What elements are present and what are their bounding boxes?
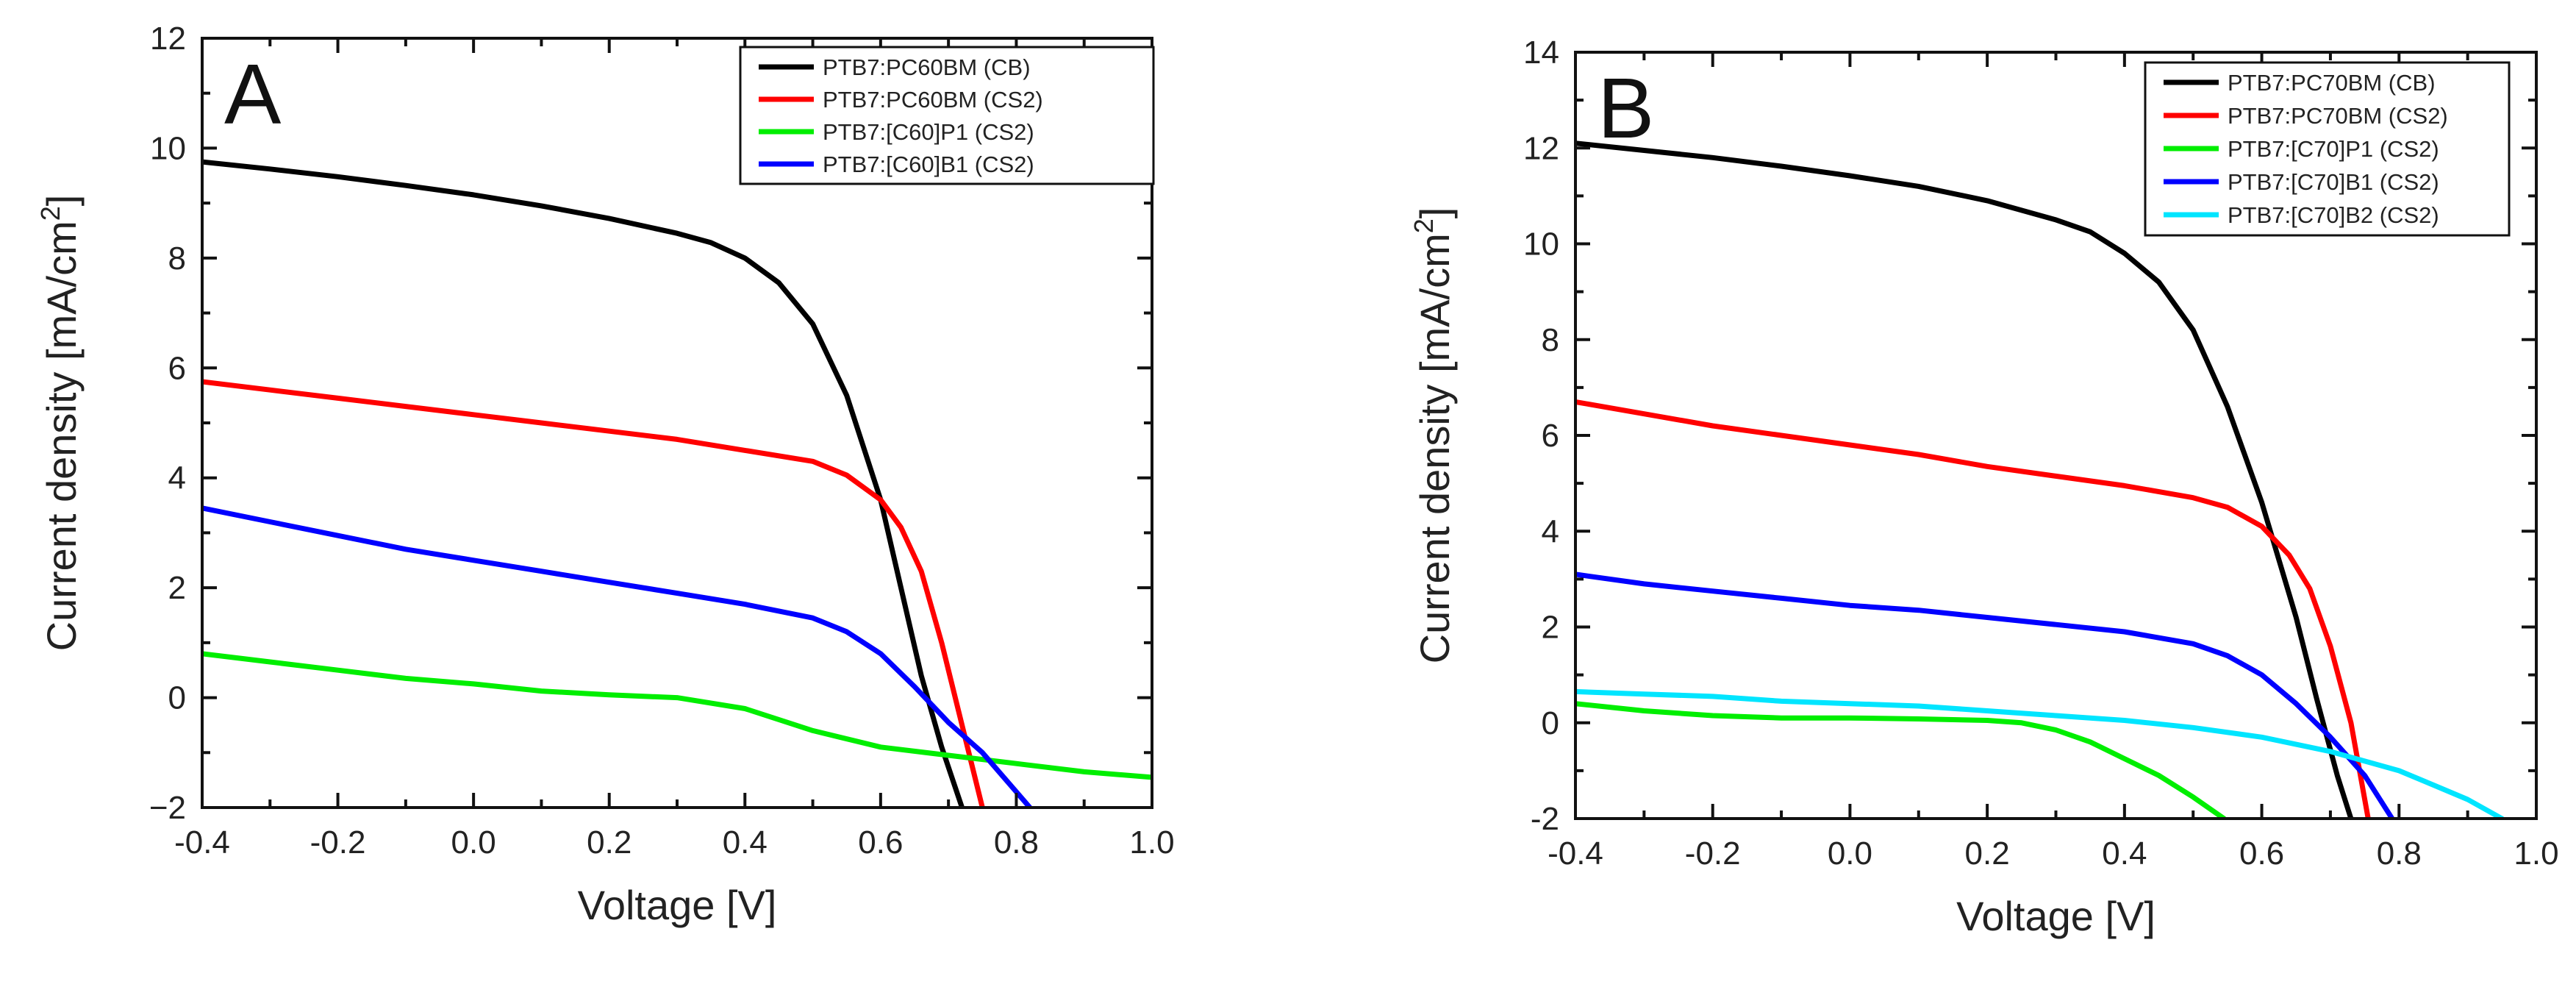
y-axis-title-sup: 2 <box>35 206 65 221</box>
x-tick-label: -0.4 <box>174 824 230 860</box>
legend-entry-4: PTB7:[C60]B1 (CS2) <box>823 152 1034 177</box>
x-tick-label: 1.0 <box>1129 824 1174 860</box>
y-axis-title-base: Current density [mA/cm <box>38 221 85 651</box>
x-tick-label: 0.0 <box>451 824 496 860</box>
y-tick-label: 2 <box>168 570 186 606</box>
y-tick-label: 4 <box>168 460 186 496</box>
y-tick-label: 6 <box>168 350 186 386</box>
x-tick-label: 0.4 <box>2102 835 2147 872</box>
x-tick-label: 0.8 <box>994 824 1039 860</box>
x-tick-label: 0.2 <box>1965 835 2010 872</box>
legend-entry-4: PTB7:[C70]B1 (CS2) <box>2228 169 2439 195</box>
series-line-3 <box>202 651 1152 780</box>
y-axis-title: Current density [mA/cm2] <box>35 195 85 652</box>
legend-entry-1: PTB7:PC60BM (CB) <box>823 54 1031 80</box>
series-line-1 <box>202 159 965 808</box>
x-tick-label: 1.0 <box>2514 835 2558 872</box>
panel-label: A <box>224 46 282 142</box>
y-tick-label: 8 <box>168 240 186 277</box>
legend-entry-2: PTB7:PC60BM (CS2) <box>823 87 1043 113</box>
series-line-5 <box>1575 688 2505 819</box>
y-tick-label: 12 <box>150 21 186 57</box>
x-tick-label: -0.2 <box>1685 835 1741 872</box>
y-axis-title-base: Current density [mA/cm <box>1412 233 1458 663</box>
legend-entry-3: PTB7:[C70]P1 (CS2) <box>2228 136 2439 162</box>
y-tick-label: 10 <box>1523 227 1559 263</box>
series-line-1 <box>1575 140 2354 819</box>
legend-entry-2: PTB7:PC70BM (CS2) <box>2228 103 2448 129</box>
legend-box <box>739 46 1155 185</box>
series-line-4 <box>1575 571 2395 819</box>
y-tick-label: 0 <box>168 680 186 716</box>
x-axis-title: Voltage [V] <box>1956 893 2155 939</box>
chart-panel-a: -0.4 -0.2 0.0 0.2 0.4 0.6 0.8 1.0 −2 0 2 4 6 8 10 12 Vol… <box>35 21 1175 928</box>
y-tick-label: -2 <box>1531 801 1559 837</box>
series-line-2 <box>1575 399 2371 819</box>
x-tick-label: -0.2 <box>310 824 366 860</box>
chart-panel-b: -0.4 -0.2 0.0 0.2 0.4 0.6 0.8 1.0 -2 0 2 4 6 8 10 12 14 V… <box>1409 35 2559 939</box>
series-line-3 <box>1575 701 2227 819</box>
y-tick-label: 0 <box>1542 705 1559 741</box>
x-axis-title: Voltage [V] <box>578 882 777 928</box>
y-axis-title: Current density [mA/cm2] <box>1409 207 1458 664</box>
y-axis-title-sup: 2 <box>1409 218 1439 233</box>
legend-entry-1: PTB7:PC70BM (CB) <box>2228 70 2436 96</box>
series-line-4 <box>202 505 1033 808</box>
x-tick-label: 0.6 <box>2239 835 2284 872</box>
y-tick-label: −2 <box>149 790 186 826</box>
y-tick-label: 12 <box>1523 130 1559 166</box>
x-tick-label: 0.8 <box>2377 835 2422 872</box>
x-tick-label: -0.4 <box>1548 835 1603 872</box>
y-tick-label: 14 <box>1523 35 1559 71</box>
y-tick-label: 4 <box>1542 513 1559 549</box>
y-axis-title-end: ] <box>38 195 85 207</box>
x-tick-label: 0.0 <box>1828 835 1872 872</box>
legend-entry-3: PTB7:[C60]P1 (CS2) <box>823 119 1034 145</box>
y-axis-title-end: ] <box>1412 207 1458 219</box>
panel-label: B <box>1598 60 1654 156</box>
series-group <box>202 159 1152 808</box>
series-group <box>1575 140 2505 819</box>
y-tick-label: 6 <box>1542 418 1559 454</box>
y-tick-label: 10 <box>150 130 186 166</box>
x-tick-label: 0.2 <box>587 824 632 860</box>
y-tick-label: 2 <box>1542 610 1559 646</box>
x-tick-label: 0.6 <box>858 824 903 860</box>
y-tick-label: 8 <box>1542 322 1559 358</box>
series-line-2 <box>202 379 985 808</box>
legend-entry-5: PTB7:[C70]B2 (CS2) <box>2228 202 2439 228</box>
x-tick-label: 0.4 <box>723 824 768 860</box>
